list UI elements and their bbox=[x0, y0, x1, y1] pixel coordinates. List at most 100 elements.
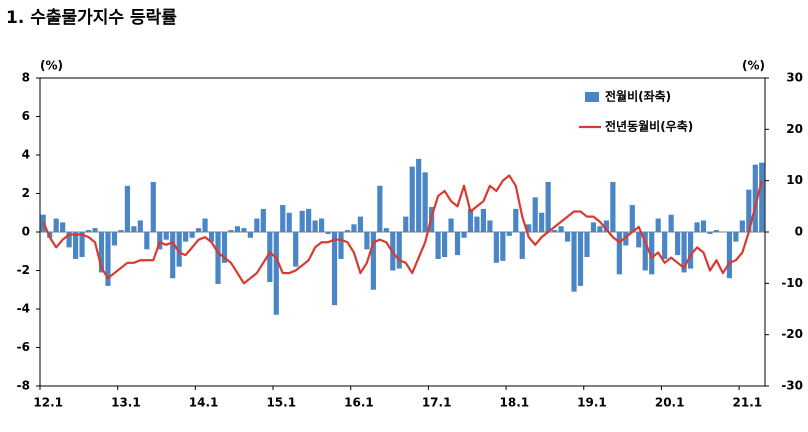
bar bbox=[655, 218, 661, 232]
bar bbox=[610, 181, 616, 232]
bar bbox=[234, 226, 241, 232]
bar bbox=[461, 232, 467, 238]
bar bbox=[636, 232, 642, 248]
bar bbox=[539, 212, 545, 232]
bar bbox=[454, 232, 461, 256]
bar bbox=[312, 220, 318, 232]
bar bbox=[137, 220, 143, 232]
bar bbox=[247, 232, 253, 238]
y2-tick-label: -30 bbox=[781, 379, 803, 393]
bar bbox=[493, 232, 499, 263]
y-unit: (%) bbox=[40, 59, 63, 73]
bar bbox=[396, 232, 402, 269]
bar bbox=[649, 232, 655, 275]
bar bbox=[752, 164, 758, 232]
x-tick-label: 16.1 bbox=[344, 396, 374, 410]
bar bbox=[124, 185, 130, 232]
bar bbox=[357, 216, 364, 232]
legend-label: 전월비(좌축) bbox=[605, 89, 671, 104]
bar bbox=[111, 232, 118, 246]
bar bbox=[564, 232, 571, 242]
bar bbox=[726, 232, 732, 279]
y-tick-label: 4 bbox=[22, 148, 30, 162]
bar bbox=[157, 232, 163, 250]
bar bbox=[506, 232, 512, 236]
bar bbox=[597, 226, 603, 232]
legend-label: 전년동월비(우축) bbox=[605, 119, 693, 134]
y-tick-label: -8 bbox=[17, 379, 30, 393]
bar bbox=[325, 232, 331, 234]
bar bbox=[66, 232, 72, 248]
y2-tick-label: -20 bbox=[781, 327, 803, 341]
line bbox=[42, 174, 763, 285]
bar bbox=[221, 232, 228, 263]
bar bbox=[416, 158, 422, 232]
bar bbox=[403, 216, 409, 232]
bar bbox=[500, 232, 506, 261]
x-tick-label: 15.1 bbox=[266, 396, 296, 410]
y2-tick-label: 20 bbox=[786, 122, 803, 136]
bar bbox=[519, 232, 525, 259]
bar bbox=[202, 218, 208, 232]
bar bbox=[254, 218, 260, 232]
bar bbox=[603, 220, 609, 232]
bar bbox=[150, 181, 156, 232]
bar bbox=[196, 228, 202, 232]
bar bbox=[208, 232, 215, 242]
y2-tick-label: 30 bbox=[786, 71, 803, 85]
x-tick-label: 14.1 bbox=[189, 396, 219, 410]
bar bbox=[668, 214, 674, 232]
bar bbox=[306, 208, 312, 232]
x-tick-label: 20.1 bbox=[655, 396, 685, 410]
y-tick-label: 8 bbox=[22, 71, 30, 85]
bar bbox=[215, 232, 221, 284]
bar bbox=[687, 232, 694, 269]
bar bbox=[118, 230, 124, 232]
bar bbox=[629, 205, 635, 232]
bar bbox=[694, 222, 700, 232]
bar bbox=[616, 232, 622, 275]
x-tick-label: 19.1 bbox=[577, 396, 607, 410]
x-tick-label: 18.1 bbox=[500, 396, 530, 410]
bar bbox=[73, 232, 79, 259]
bar bbox=[144, 232, 150, 250]
bar bbox=[467, 208, 474, 232]
bar bbox=[131, 226, 137, 232]
bar bbox=[448, 218, 454, 232]
bar bbox=[480, 208, 487, 232]
bar bbox=[60, 222, 66, 232]
bar bbox=[759, 162, 765, 232]
bar bbox=[733, 232, 739, 242]
x-tick-label: 12.1 bbox=[33, 396, 63, 410]
y-tick-label: 0 bbox=[22, 225, 30, 239]
bar bbox=[558, 226, 564, 232]
legend-swatch bbox=[585, 92, 599, 102]
bar bbox=[79, 232, 85, 258]
y2-tick-label: -10 bbox=[781, 276, 803, 290]
y-tick-label: -2 bbox=[17, 263, 30, 277]
bar bbox=[383, 228, 389, 232]
bar bbox=[370, 232, 376, 290]
bar bbox=[623, 232, 629, 246]
bar bbox=[260, 208, 266, 232]
x-tick-label: 13.1 bbox=[111, 396, 141, 410]
bar bbox=[163, 232, 169, 240]
bar bbox=[183, 232, 189, 242]
bar bbox=[474, 216, 480, 232]
bar bbox=[293, 232, 299, 267]
bar bbox=[441, 232, 448, 258]
x-tick-label: 17.1 bbox=[422, 396, 452, 410]
bar bbox=[746, 189, 752, 232]
bar bbox=[707, 232, 713, 234]
bar bbox=[241, 228, 247, 232]
bar bbox=[422, 172, 428, 232]
y-tick-label: -6 bbox=[17, 340, 30, 354]
y2-tick-label: 10 bbox=[786, 173, 803, 187]
bar bbox=[571, 232, 577, 292]
bar bbox=[435, 232, 441, 259]
bar bbox=[713, 230, 720, 232]
bar bbox=[532, 197, 538, 232]
bar bbox=[681, 232, 687, 273]
bar bbox=[85, 230, 92, 232]
